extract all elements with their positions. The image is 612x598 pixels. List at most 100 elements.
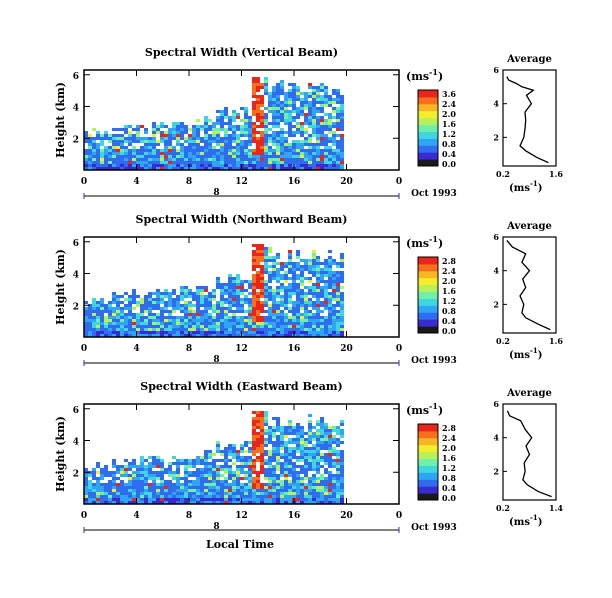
heatmap-cell: [308, 310, 312, 313]
colorbar-swatch: [418, 263, 438, 272]
heatmap-cell: [116, 295, 120, 298]
heatmap-cell: [280, 495, 284, 498]
heatmap-cell: [288, 438, 292, 441]
heatmap-cell: [216, 483, 220, 486]
heatmap-cell: [316, 137, 320, 140]
heatmap-cell: [304, 474, 308, 477]
heatmap-cell: [188, 495, 192, 498]
heatmap-cell: [264, 152, 268, 155]
heatmap-cell: [272, 95, 276, 98]
heatmap-cell: [144, 325, 148, 328]
heatmap-cell: [320, 161, 324, 164]
heatmap-cell: [116, 128, 120, 131]
heatmap-cell: [144, 143, 148, 146]
average-title: Average: [506, 54, 552, 65]
heatmap-cell: [240, 134, 244, 137]
unit-base: (ms: [406, 237, 429, 250]
heatmap-cell: [196, 471, 200, 474]
heatmap-cell: [140, 322, 144, 325]
heatmap-cell: [316, 319, 320, 322]
heatmap-cell: [252, 459, 256, 462]
heatmap-cell: [212, 498, 216, 501]
heatmap-cell: [276, 92, 280, 95]
heatmap-cell: [200, 495, 204, 498]
heatmap-cell: [108, 152, 112, 155]
heatmap-cell: [268, 450, 272, 453]
heatmap-cell: [148, 492, 152, 495]
heatmap-cell: [280, 89, 284, 92]
heatmap-cell: [104, 328, 108, 331]
heatmap-cell: [284, 137, 288, 140]
heatmap-cell: [244, 465, 248, 468]
heatmap-cell: [168, 319, 172, 322]
heatmap-cell: [288, 152, 292, 155]
heatmap-cell: [192, 471, 196, 474]
heatmap-cell: [164, 161, 168, 164]
heatmap-cell: [296, 450, 300, 453]
heatmap-cell: [228, 319, 232, 322]
heatmap-cell: [272, 429, 276, 432]
heatmap-cell: [276, 280, 280, 283]
heatmap-cell: [308, 459, 312, 462]
heatmap-cell: [332, 92, 336, 95]
heatmap-cell: [180, 492, 184, 495]
heatmap-cell: [312, 438, 316, 441]
heatmap-cell: [336, 155, 340, 158]
heatmap-cell: [248, 119, 252, 122]
heatmap-cell: [248, 471, 252, 474]
heatmap-cell: [284, 483, 288, 486]
heatmap-cell: [272, 441, 276, 444]
heatmap-cell: [136, 495, 140, 498]
heatmap-cell: [188, 295, 192, 298]
heatmap-cell: [336, 453, 340, 456]
heatmap-cell: [284, 110, 288, 113]
heatmap-cell: [340, 441, 344, 444]
colorbar-tick-label: 0.8: [442, 306, 456, 316]
heatmap-cell: [328, 113, 332, 116]
heatmap-cell: [308, 453, 312, 456]
heatmap-cell: [280, 92, 284, 95]
heatmap-cell: [296, 289, 300, 292]
heatmap-cell: [272, 471, 276, 474]
heatmap-cell: [168, 131, 172, 134]
heatmap-cell: [132, 477, 136, 480]
heatmap-cell: [272, 101, 276, 104]
heatmap-cell: [236, 450, 240, 453]
heatmap-cell: [260, 155, 264, 158]
heatmap-cell: [132, 492, 136, 495]
heatmap-cell: [296, 116, 300, 119]
heatmap-cell: [272, 432, 276, 435]
heatmap-cell: [120, 137, 124, 140]
heatmap-cell: [196, 495, 200, 498]
heatmap-cell: [304, 307, 308, 310]
heatmap-cell: [220, 319, 224, 322]
heatmap-cell: [236, 167, 240, 170]
heatmap-cell: [320, 429, 324, 432]
heatmap-cell: [252, 244, 256, 247]
heatmap-cell: [320, 447, 324, 450]
heatmap-cell: [200, 325, 204, 328]
heatmap-cell: [196, 131, 200, 134]
heatmap-cell: [228, 465, 232, 468]
heatmap-cell: [92, 328, 96, 331]
heatmap-cell: [204, 486, 208, 489]
heatmap-cell: [216, 283, 220, 286]
heatmap-cell: [228, 122, 232, 125]
heatmap-cell: [320, 158, 324, 161]
heatmap-cell: [192, 310, 196, 313]
heatmap-cell: [92, 301, 96, 304]
heatmap-cell: [124, 128, 128, 131]
heatmap-cell: [324, 304, 328, 307]
heatmap-cell: [120, 301, 124, 304]
heatmap-cell: [244, 495, 248, 498]
heatmap-cell: [276, 110, 280, 113]
unit-base: (ms: [509, 350, 530, 361]
heatmap-cell: [260, 277, 264, 280]
heatmap-cell: [224, 292, 228, 295]
heatmap-cell: [300, 456, 304, 459]
heatmap-cell: [276, 116, 280, 119]
heatmap-cell: [160, 325, 164, 328]
heatmap-cell: [268, 274, 272, 277]
heatmap-cell: [220, 492, 224, 495]
heatmap-cell: [252, 420, 256, 423]
